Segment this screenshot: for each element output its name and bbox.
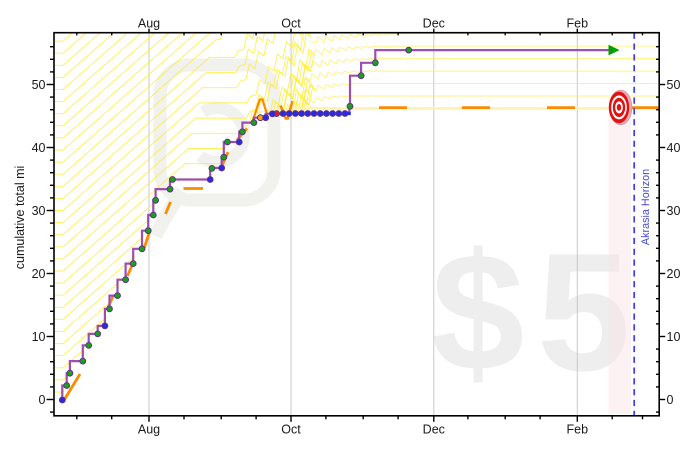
svg-text:10: 10 — [667, 330, 681, 344]
svg-text:$: $ — [431, 218, 524, 406]
svg-text:10: 10 — [32, 330, 46, 344]
svg-text:20: 20 — [32, 267, 46, 281]
svg-text:Dec: Dec — [423, 423, 445, 437]
svg-text:30: 30 — [32, 204, 46, 218]
svg-text:Akrasia Horizon: Akrasia Horizon — [640, 169, 652, 245]
svg-text:Oct: Oct — [281, 17, 301, 31]
svg-text:40: 40 — [32, 141, 46, 155]
svg-text:50: 50 — [667, 78, 681, 92]
svg-text:Aug: Aug — [138, 423, 160, 437]
svg-text:40: 40 — [667, 141, 681, 155]
svg-text:Feb: Feb — [567, 17, 589, 31]
svg-text:Dec: Dec — [423, 17, 445, 31]
svg-text:20: 20 — [667, 267, 681, 281]
svg-text:5: 5 — [537, 218, 630, 406]
svg-text:0: 0 — [39, 393, 46, 407]
svg-text:Aug: Aug — [138, 17, 160, 31]
svg-text:Oct: Oct — [281, 423, 301, 437]
svg-text:30: 30 — [667, 204, 681, 218]
svg-text:50: 50 — [32, 78, 46, 92]
svg-text:0: 0 — [667, 393, 674, 407]
svg-text:cumulative total mi: cumulative total mi — [13, 166, 27, 270]
svg-text:Feb: Feb — [567, 423, 589, 437]
